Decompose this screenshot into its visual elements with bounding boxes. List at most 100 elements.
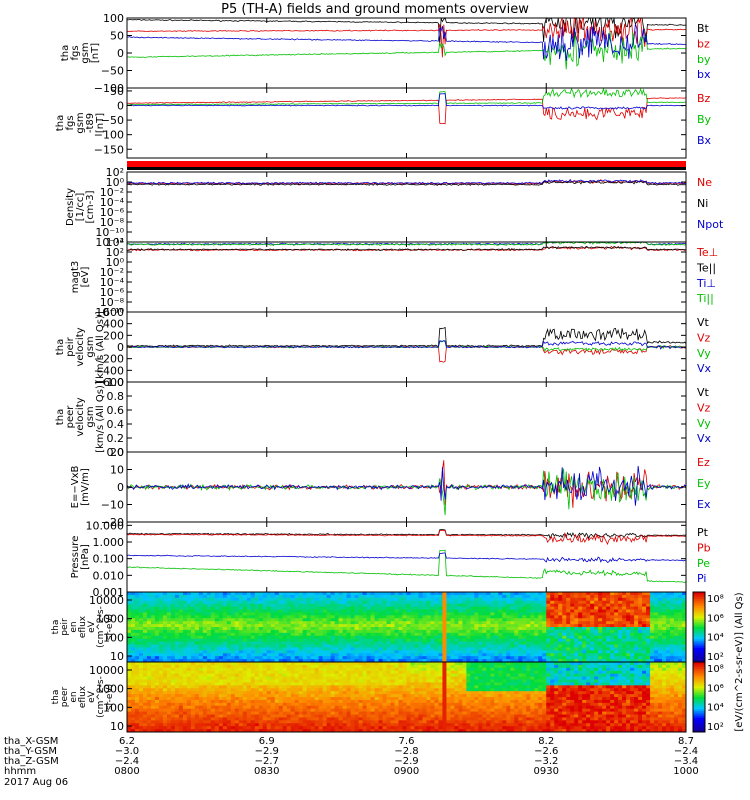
y-tick-label: 50 bbox=[110, 30, 124, 43]
series-pressure-Pe bbox=[127, 549, 686, 583]
panel-peer_velocity: tha peer velocity gsm [km/s (All Qs)] bbox=[55, 381, 687, 453]
panel-frame bbox=[126, 381, 687, 453]
series-density-Ni bbox=[127, 180, 686, 186]
ephemeris-value: 0830 bbox=[254, 766, 279, 777]
y-tick-label: 10² bbox=[106, 246, 124, 259]
legend-pressure-Pi: Pi bbox=[697, 572, 706, 585]
ephemeris-value: 1000 bbox=[673, 766, 698, 777]
series-pressure-Pi bbox=[127, 552, 686, 563]
y-tick-label: 10⁻⁴ bbox=[100, 276, 125, 289]
ephemeris-value: −3.2 bbox=[534, 756, 558, 767]
legend-fgs_gsm_t89-Bx: Bx bbox=[697, 134, 712, 147]
ephemeris-row-label: tha_Z-GSM bbox=[4, 756, 59, 767]
y-tick-label: 0.010 bbox=[93, 569, 125, 582]
y-axis-label: E=−VxB bbox=[70, 466, 81, 509]
y-tick-label: −100 bbox=[94, 129, 124, 142]
panel-efield: E=−VxB [mV/m] bbox=[70, 451, 687, 523]
y-tick-label: −600 bbox=[94, 376, 124, 389]
y-axis-label: tha bbox=[51, 690, 61, 705]
legend-peir_velocity-Vz: Vz bbox=[697, 331, 711, 344]
ephemeris-value: 6.9 bbox=[259, 736, 275, 747]
y-axis-label: eV bbox=[87, 690, 97, 703]
ephemeris-value: −3.4 bbox=[674, 756, 698, 767]
y-tick-label: 0 bbox=[117, 47, 124, 60]
y-tick-label: 10 bbox=[110, 650, 124, 663]
y-axis-label: gsm bbox=[75, 112, 86, 133]
ephemeris-value: 0930 bbox=[534, 766, 559, 777]
y-tick-label: 10.000 bbox=[86, 519, 125, 532]
y-axis-label: Pressure bbox=[70, 536, 81, 579]
y-tick-label: −20 bbox=[101, 516, 124, 529]
legend-pressure-Pb: Pb bbox=[697, 541, 711, 554]
y-axis-label: sr-eV) bbox=[105, 614, 115, 640]
y-tick-label: 0.4 bbox=[107, 418, 125, 431]
y-axis-label: peir bbox=[65, 336, 76, 356]
ephemeris-row-label: tha_Y-GSM bbox=[4, 746, 57, 757]
ephemeris-row-label: tha_X-GSM bbox=[4, 736, 58, 747]
y-tick-label: −10 bbox=[101, 499, 124, 512]
y-axis-label: [eV] bbox=[80, 267, 91, 288]
ephemeris-row-label: hhmm bbox=[4, 766, 36, 777]
colorbar-label: [eV/(cm^2-s-sr-eV)] (All Qs) bbox=[734, 592, 745, 731]
series-fgs_gsm-by bbox=[127, 30, 686, 70]
y-tick-label: 10⁻² bbox=[100, 266, 124, 279]
legend-peir_velocity-Vt: Vt bbox=[697, 316, 710, 329]
ephemeris-value: −2.9 bbox=[255, 746, 279, 757]
y-axis-label: en bbox=[69, 691, 79, 702]
ephemeris-value: −2.6 bbox=[534, 746, 558, 757]
y-tick-label: 1000 bbox=[96, 613, 124, 626]
colorbar-tick-label: 10⁸ bbox=[707, 664, 724, 675]
legend-temperature-Ti⊥: Ti⊥ bbox=[696, 277, 716, 290]
ephemeris-value: −3.0 bbox=[115, 746, 139, 757]
legend-density-Npot: Npot bbox=[697, 218, 724, 231]
y-tick-label: 10⁻⁸ bbox=[100, 216, 125, 229]
y-tick-label: 20 bbox=[110, 446, 124, 459]
panel-pressure: Pressure [nPa] bbox=[70, 521, 687, 593]
y-tick-label: 10⁻⁶ bbox=[100, 286, 125, 299]
y-tick-label: 1.0 bbox=[107, 376, 125, 389]
y-axis-label: Density bbox=[65, 188, 76, 226]
y-tick-label: −150 bbox=[94, 143, 124, 156]
y-tick-label: 100 bbox=[103, 701, 124, 714]
colorbar-frame bbox=[692, 661, 706, 733]
y-axis-label: magt3 bbox=[70, 261, 81, 294]
colorbar-tick-label: 10² bbox=[707, 652, 724, 663]
y-tick-label: 10 bbox=[110, 720, 124, 733]
panel-density: Density [1/cc] [cm-3] bbox=[65, 171, 687, 243]
y-axis-label: velocity bbox=[75, 397, 86, 436]
y-tick-label: 10⁻⁶ bbox=[100, 206, 125, 219]
y-tick-label: 0.6 bbox=[107, 404, 125, 417]
legend-fgs_gsm_t89-By: By bbox=[697, 113, 712, 126]
y-axis-label: [1/cc] bbox=[75, 193, 86, 222]
quality-flag-bar bbox=[127, 161, 686, 167]
y-tick-label: 0.2 bbox=[107, 432, 125, 445]
legend-efield-Ez: Ez bbox=[697, 456, 710, 469]
legend-peer_velocity-Vt: Vt bbox=[697, 386, 710, 399]
y-tick-label: 10² bbox=[106, 166, 124, 179]
y-axis-label: peer bbox=[65, 405, 76, 429]
panel-fgs_gsm_t89: tha fgs gsm -t89 [nT] bbox=[55, 87, 687, 159]
y-tick-label: 600 bbox=[103, 306, 124, 319]
panel-frame bbox=[126, 521, 687, 593]
y-axis-label: gsm bbox=[85, 406, 96, 427]
ephemeris-value: 7.6 bbox=[399, 736, 415, 747]
y-tick-label: 0 bbox=[117, 100, 124, 113]
y-tick-label: 100 bbox=[103, 12, 124, 25]
colorbar-tick-label: 10⁴ bbox=[707, 633, 724, 644]
y-tick-label: 10⁴ bbox=[106, 236, 125, 249]
y-tick-label: −400 bbox=[94, 364, 124, 377]
y-tick-label: 0.0 bbox=[107, 446, 125, 459]
spectrogram-frame bbox=[126, 661, 687, 733]
y-axis-label: peer bbox=[60, 686, 70, 707]
legend-fgs_gsm-Bt: Bt bbox=[697, 22, 710, 35]
legend-temperature-Te⊥: Te⊥ bbox=[696, 246, 718, 259]
series-temperature-Te|| bbox=[127, 245, 686, 251]
y-axis-label: eV bbox=[87, 620, 97, 633]
legend-fgs_gsm-by: by bbox=[697, 53, 711, 66]
legend-temperature-Te||: Te|| bbox=[696, 261, 716, 274]
y-tick-label: −50 bbox=[101, 114, 124, 127]
y-axis-label: [cm-3] bbox=[85, 190, 96, 223]
date-label: 2017 Aug 06 bbox=[4, 777, 68, 788]
legend-efield-Ex: Ex bbox=[697, 498, 711, 511]
series-pressure-Pt bbox=[127, 528, 686, 540]
